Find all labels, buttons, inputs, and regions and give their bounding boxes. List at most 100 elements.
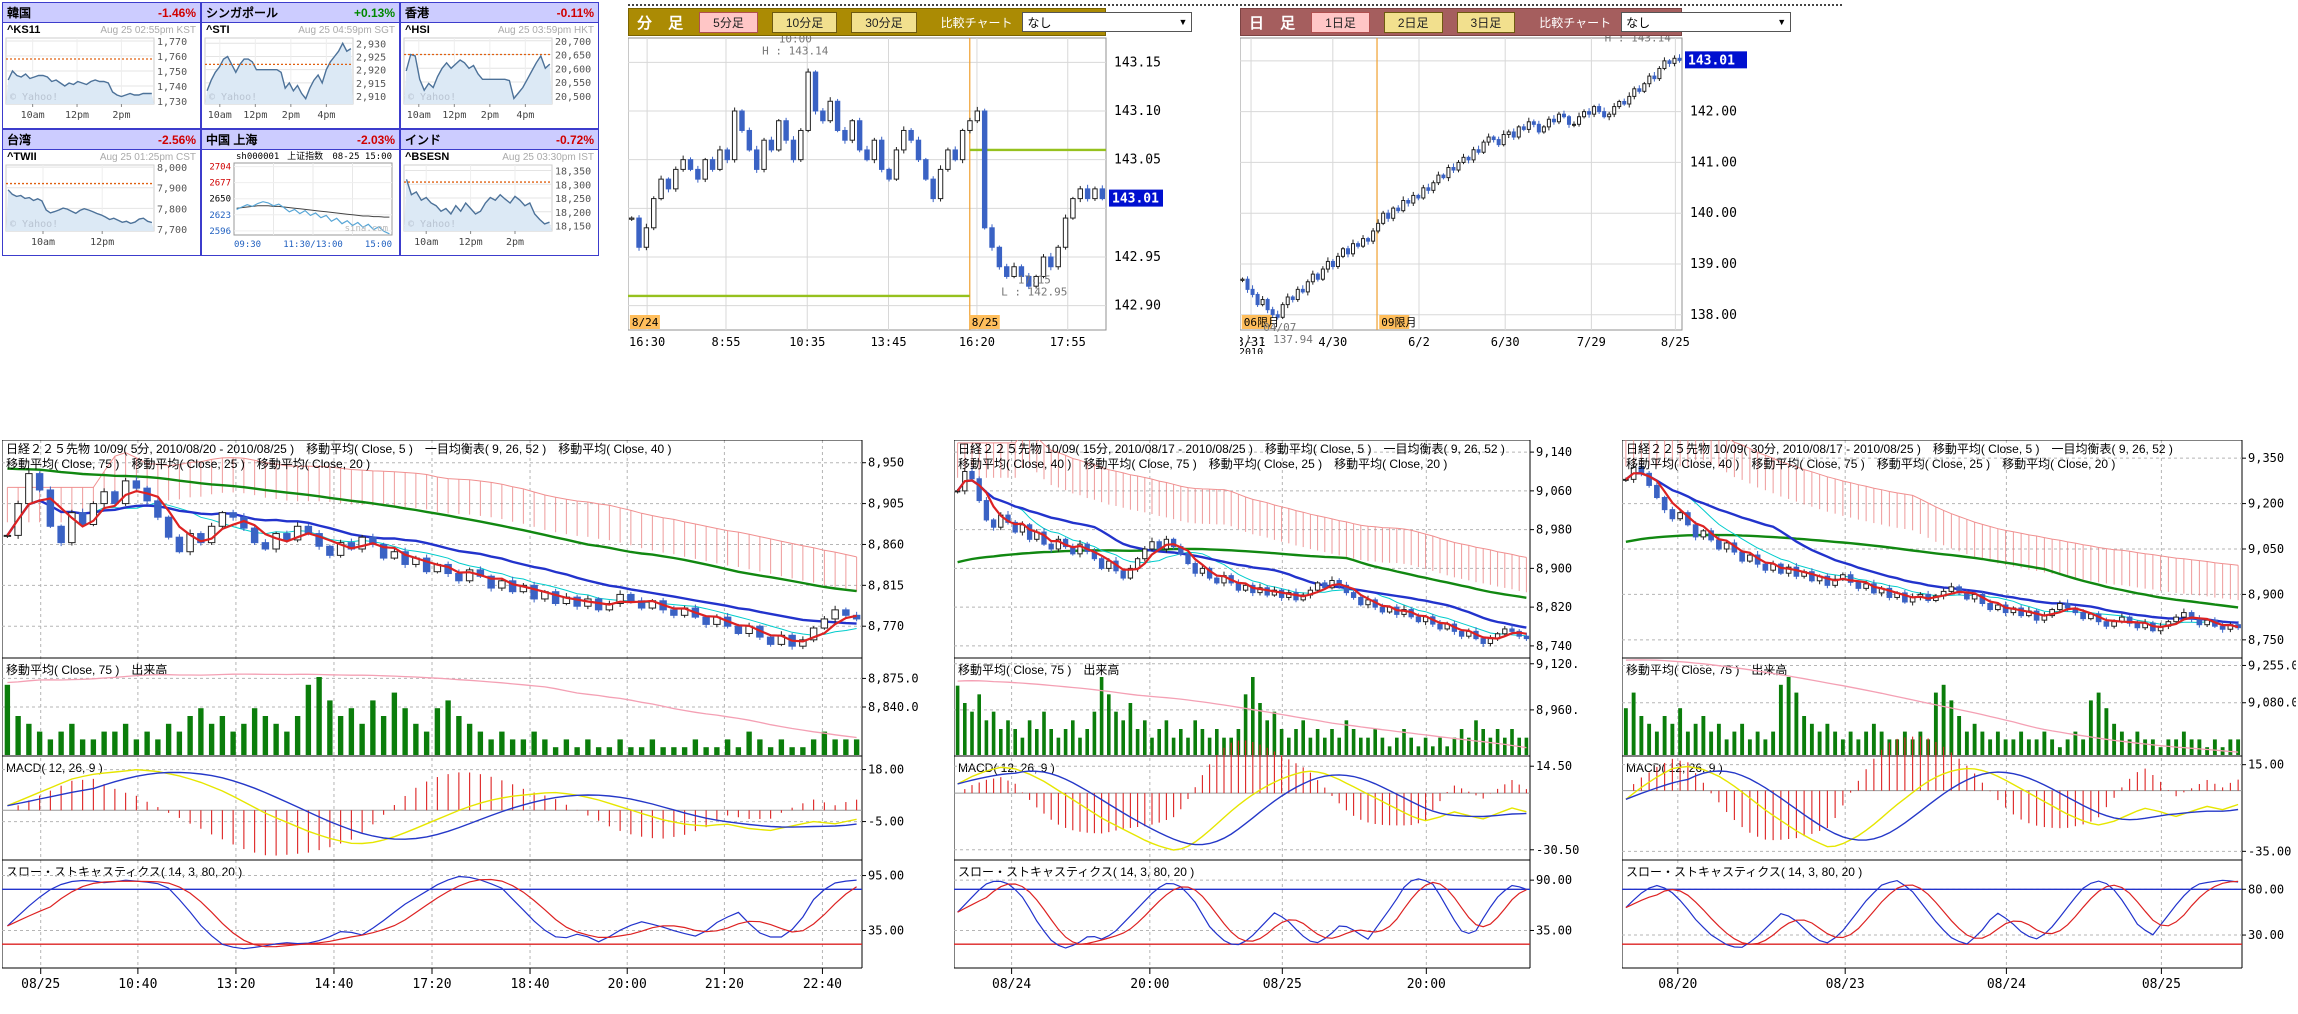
market-tile-header: シンガポール +0.13% <box>202 3 399 23</box>
x-tick-label: 8:55 <box>712 335 741 349</box>
compare-chart-select-minute[interactable]: なし ▼ <box>1022 12 1193 32</box>
y-tick-label: 142.95 <box>1114 250 1161 265</box>
x-tick-label: 6/30 <box>1491 335 1520 349</box>
x-tick-label: 12pm <box>90 237 114 248</box>
y-tick-label: 8,740 <box>1536 639 1572 653</box>
compare-chart-select-daily[interactable]: なし ▼ <box>1621 12 1792 32</box>
y-tick-label: 8,815 <box>868 578 904 592</box>
y-tick-label: 2650 <box>209 195 231 205</box>
tech-chart-5min[interactable]: 08/25 10:40 13:20 14:40 17:20 18:40 20:00 21:20… <box>1 439 924 1001</box>
x-tick-label: 13:20 <box>216 977 255 992</box>
daily-chart-title: 日 足 <box>1249 14 1302 32</box>
chart-title-line1: 日経２２５先物 10/09( 15分, 2010/08/17 - 2010/08… <box>958 442 1505 456</box>
y-tick-label: 1,770 <box>157 37 187 48</box>
chart-title-line2: 移動平均( Close, 75 ) 移動平均( Close, 25 ) 移動平均… <box>6 457 370 471</box>
market-tile-subheader: ^HSI Aug 25 03:59pm HKT <box>401 23 598 36</box>
tab-10min[interactable]: 10分足 <box>771 11 838 33</box>
market-name: シンガポール <box>206 6 279 20</box>
x-tick-label: 08/25 <box>21 977 60 992</box>
stochastics-panel-label: スロー・ストキャスティクス( 14, 3, 80, 20 ) <box>958 865 1194 879</box>
y-tick-label: 7,900 <box>157 184 187 195</box>
x-tick-label: 22:40 <box>803 977 842 992</box>
x-tick-label: 16:30 <box>629 335 665 349</box>
market-tile-shanghai[interactable]: 中国 上海 -2.03% sh000001 上证指数 08-25 15:00 2704 26… <box>201 129 400 256</box>
minute-chart-plot[interactable]: 16:30 8:55 10:35 13:45 16:20 17:55 143.15 143.1… <box>627 32 1168 359</box>
tab-1day[interactable]: 1日足 <box>1311 11 1370 33</box>
x-tick-label: 12pm <box>243 110 267 121</box>
chart-title-line1: 日経２２５先物 10/09( 30分, 2010/08/17 - 2010/08… <box>1626 442 2173 456</box>
sina-index-name: 上证指数 <box>287 150 323 162</box>
y-tick-label: 2,920 <box>356 66 386 77</box>
x-tick-label: 10:40 <box>118 977 157 992</box>
x-tick-sublabel: 2010 <box>1240 347 1263 354</box>
x-tick-label: 12pm <box>65 110 89 121</box>
tech-30min-svg: 08/20 08/23 08/24 08/25 9,350 9,200 9,050 8,900… <box>1621 424 2298 992</box>
market-tile-hongkong[interactable]: 香港 -0.11% ^HSI Aug 25 03:59pm HKT 20,700 20,6… <box>400 2 599 129</box>
market-symbol: ^HSI <box>405 24 430 36</box>
y-tick-label: 2,915 <box>356 79 386 90</box>
y-tick-label: 2704 <box>209 163 231 173</box>
market-change-pct: -2.03% <box>356 132 395 147</box>
y-tick-label: 7,700 <box>157 225 187 236</box>
y-tick-label: 8,900 <box>2248 587 2284 601</box>
sina-watermark: sina.com <box>345 224 388 234</box>
y-tick-label: 2,925 <box>356 52 386 63</box>
y-tick-label: 20,650 <box>555 51 591 62</box>
market-tile-taiwan[interactable]: 台湾 -2.56% ^TWII Aug 25 01:25pm CST 8,000 7,90… <box>2 129 201 256</box>
minute-chart-header: 分 足 5分足 10分足 30分足 比較チャート なし ▼ <box>628 8 1193 36</box>
x-tick-label: 7/29 <box>1577 335 1606 349</box>
yahoo-watermark: © Yahoo! <box>209 92 257 103</box>
x-tick-label: 2pm <box>481 110 499 121</box>
y-tick-label: 90.00 <box>1536 873 1572 887</box>
market-timestamp: Aug 25 01:25pm CST <box>99 151 196 163</box>
annotation: H : 143.14 <box>1605 36 1672 45</box>
y-tick-label: 8,770 <box>868 619 904 633</box>
annotation: L : 142.95 <box>1001 286 1067 299</box>
y-tick-label: 2596 <box>209 227 231 237</box>
y-tick-label: 18,250 <box>555 194 591 205</box>
tech-chart-30min[interactable]: 08/20 08/23 08/24 08/25 9,350 9,200 9,050 8,900… <box>1621 424 2298 1001</box>
y-tick-label: 2,910 <box>356 92 386 103</box>
y-tick-label: 1,740 <box>157 82 187 93</box>
y-tick-label: 9,120.0 <box>1536 657 1580 671</box>
y-tick-label: 9,080.0 <box>2248 696 2296 710</box>
tab-3day[interactable]: 3日足 <box>1456 11 1516 33</box>
market-tile-india[interactable]: インド -0.72% ^BSESN Aug 25 03:30pm IST 18,350 1… <box>400 129 599 256</box>
session-label: 09限月 <box>1381 316 1416 329</box>
market-tile-singapore[interactable]: シンガポール +0.13% ^STI Aug 25 04:59pm SGT 2,930 2… <box>201 2 400 129</box>
y-tick-label: 1,760 <box>157 52 187 63</box>
y-tick-label: 140.00 <box>1690 206 1737 221</box>
y-tick-label: 143.05 <box>1114 153 1161 168</box>
x-tick-label: 08/23 <box>1826 977 1865 992</box>
tech-chart-15min[interactable]: 08/24 20:00 08/25 20:00 9,140 9,060 8,980 8,900… <box>953 431 1587 1001</box>
x-tick-label: 10am <box>21 110 45 121</box>
x-tick-label: 3/31 <box>1240 335 1266 349</box>
y-tick-label: 8,980 <box>1536 523 1572 537</box>
x-tick-label: 14:40 <box>314 977 353 992</box>
x-tick-label: 10am <box>407 110 431 121</box>
y-tick-label: 1,750 <box>157 67 187 78</box>
y-tick-label: 20,600 <box>555 64 591 75</box>
tab-30min[interactable]: 30分足 <box>851 11 917 33</box>
market-symbol: ^STI <box>206 24 230 36</box>
x-tick-label: 16:20 <box>959 335 995 349</box>
x-tick-label: 08/25 <box>1263 977 1302 992</box>
daily-chart-header: 日 足 1日足 2日足 3日足 比較チャート なし ▼ <box>1240 8 1792 36</box>
daily-chart-plot[interactable]: 3/31 4/30 6/2 6/30 7/29 8/25 2010 142.00 141.00 1… <box>1237 20 1752 359</box>
market-tile-header: 香港 -0.11% <box>401 3 598 23</box>
chart-title-line2: 移動平均( Close, 40 ) 移動平均( Close, 75 ) 移動平均… <box>958 457 1447 471</box>
x-tick-label: 13:45 <box>870 335 906 349</box>
x-tick-label: 08/25 <box>2142 977 2181 992</box>
x-tick-label: 08/24 <box>1987 977 2026 992</box>
y-tick-label: 143.10 <box>1114 104 1161 119</box>
mini-chart-india: 18,350 18,300 18,250 18,200 18,150 10am 12pm 2p… <box>403 164 591 248</box>
y-tick-label: 18,350 <box>555 167 591 178</box>
annotation: 10:00 <box>779 36 812 45</box>
tab-5min[interactable]: 5分足 <box>699 11 758 33</box>
market-name: 香港 <box>405 6 430 20</box>
x-tick-label: 08/24 <box>992 977 1031 992</box>
market-symbol: ^KS11 <box>7 24 41 36</box>
tab-2day[interactable]: 2日足 <box>1383 11 1443 33</box>
x-tick-label: 18:40 <box>510 977 549 992</box>
market-tile-korea[interactable]: 韓国 -1.46% ^KS11 Aug 25 02:55pm KST 1,770 1,76… <box>2 2 201 129</box>
